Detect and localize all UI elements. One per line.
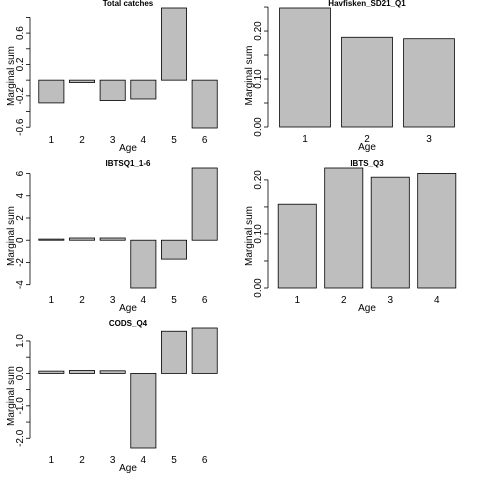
x-tick-label: 4 xyxy=(141,455,147,466)
bar xyxy=(99,79,126,101)
y-tick-label: 4 xyxy=(15,193,26,199)
y-tick-label: 0.0 xyxy=(15,366,26,380)
x-tick-label: 3 xyxy=(426,134,432,145)
x-axis-label: Age xyxy=(358,303,376,314)
y-tick-label: 0.10 xyxy=(253,69,264,89)
chart-title: IBTSQ1_1-6 xyxy=(106,159,151,168)
bar xyxy=(417,173,457,289)
bar xyxy=(324,167,364,289)
chart-panel-4: IBTS_Q3 0.00 0.10 0.20 1 2 3 4 Age Marginal sum xyxy=(244,159,457,314)
y-axis-label: Marginal sum xyxy=(6,46,17,106)
x-tick-label: 5 xyxy=(171,295,177,306)
x-tick-label: 4 xyxy=(141,135,147,146)
x-tick-label: 5 xyxy=(171,135,177,146)
y-tick-label: 6 xyxy=(15,170,26,176)
bar xyxy=(99,370,126,374)
chart-panel-1: Total catches -0.6 -0.2 0.2 0.6 1 2 3 4 5 6 Age Marg… xyxy=(6,0,218,154)
chart-title: CODS_Q4 xyxy=(109,319,148,328)
y-tick-label: -4 xyxy=(15,280,26,289)
x-axis-label: Age xyxy=(358,142,376,153)
bar xyxy=(130,79,157,100)
bar xyxy=(69,79,95,83)
bar xyxy=(130,373,157,449)
bar xyxy=(130,239,157,289)
y-tick-label: 0.2 xyxy=(15,57,26,71)
x-tick-label: 1 xyxy=(302,134,308,145)
y-tick-label: 0 xyxy=(15,237,26,243)
x-tick-label: 1 xyxy=(49,295,55,306)
x-tick-label: 2 xyxy=(79,455,85,466)
x-tick-label: 2 xyxy=(364,134,370,145)
bar xyxy=(279,7,331,128)
chart-panel-3: IBTSQ1_1-6 -4 -2 0 2 4 6 1 2 3 4 5 6 Age Marginal sum xyxy=(6,159,218,314)
chart-title: IBTS_Q3 xyxy=(350,159,384,168)
x-tick-label: 2 xyxy=(79,135,85,146)
x-axis-label: Age xyxy=(119,303,137,314)
bar xyxy=(341,36,393,128)
x-tick-label: 6 xyxy=(202,295,208,306)
chart-title: Total catches xyxy=(103,0,154,8)
y-tick-label: 0.20 xyxy=(253,170,264,190)
chart-title: Havfisken_SD21_Q1 xyxy=(328,0,406,8)
bar xyxy=(161,239,187,260)
y-tick-label: -2 xyxy=(15,258,26,267)
bar xyxy=(191,167,218,241)
bar xyxy=(370,176,410,289)
bar xyxy=(277,203,317,289)
y-axis-label: Marginal sum xyxy=(244,206,255,266)
bar xyxy=(38,238,65,241)
bar xyxy=(191,327,218,374)
x-tick-label: 4 xyxy=(141,295,147,306)
y-tick-label: 0.6 xyxy=(15,26,26,40)
chart-panel-5: CODS_Q4 -2.0 -1.0 0.0 1.0 1 2 3 4 5 6 Age Marginal s… xyxy=(6,319,218,474)
y-axis-label: Marginal sum xyxy=(6,366,17,426)
y-axis-label: Marginal sum xyxy=(6,206,17,266)
y-tick-label: 0.20 xyxy=(253,21,264,41)
x-tick-label: 3 xyxy=(110,295,116,306)
x-tick-label: 4 xyxy=(434,295,440,306)
bar xyxy=(69,370,95,374)
y-tick-label: -0.2 xyxy=(15,87,26,105)
y-tick-label: -0.6 xyxy=(15,118,26,136)
x-axis-label: Age xyxy=(119,463,137,474)
x-tick-label: 1 xyxy=(49,455,55,466)
y-axis-label: Marginal sum xyxy=(244,45,255,105)
x-tick-label: 1 xyxy=(49,135,55,146)
x-tick-label: 3 xyxy=(387,295,393,306)
y-tick-label: -1.0 xyxy=(15,397,26,415)
x-tick-label: 1 xyxy=(294,295,300,306)
bar xyxy=(191,79,218,129)
x-axis-label: Age xyxy=(119,143,137,154)
x-tick-label: 5 xyxy=(171,455,177,466)
y-tick-label: 0.10 xyxy=(253,224,264,244)
bar xyxy=(403,38,455,128)
chart-panel-2: Havfisken_SD21_Q1 0.00 0.10 0.20 1 2 3 Age Margi… xyxy=(244,0,455,153)
bar xyxy=(69,237,95,241)
bar xyxy=(99,237,126,241)
y-tick-label: 2 xyxy=(15,215,26,221)
bar xyxy=(161,7,187,81)
x-tick-label: 3 xyxy=(110,455,116,466)
x-tick-label: 6 xyxy=(202,135,208,146)
bar xyxy=(161,330,187,374)
bar xyxy=(38,370,65,374)
x-tick-label: 6 xyxy=(202,455,208,466)
y-tick-label: -2.0 xyxy=(15,429,26,447)
x-tick-label: 2 xyxy=(79,295,85,306)
x-tick-label: 2 xyxy=(341,295,347,306)
bar xyxy=(38,79,65,104)
y-tick-label: 1.0 xyxy=(15,334,26,348)
y-tick-label: 0.00 xyxy=(253,278,264,298)
x-tick-label: 3 xyxy=(110,135,116,146)
y-tick-label: 0.00 xyxy=(253,117,264,137)
